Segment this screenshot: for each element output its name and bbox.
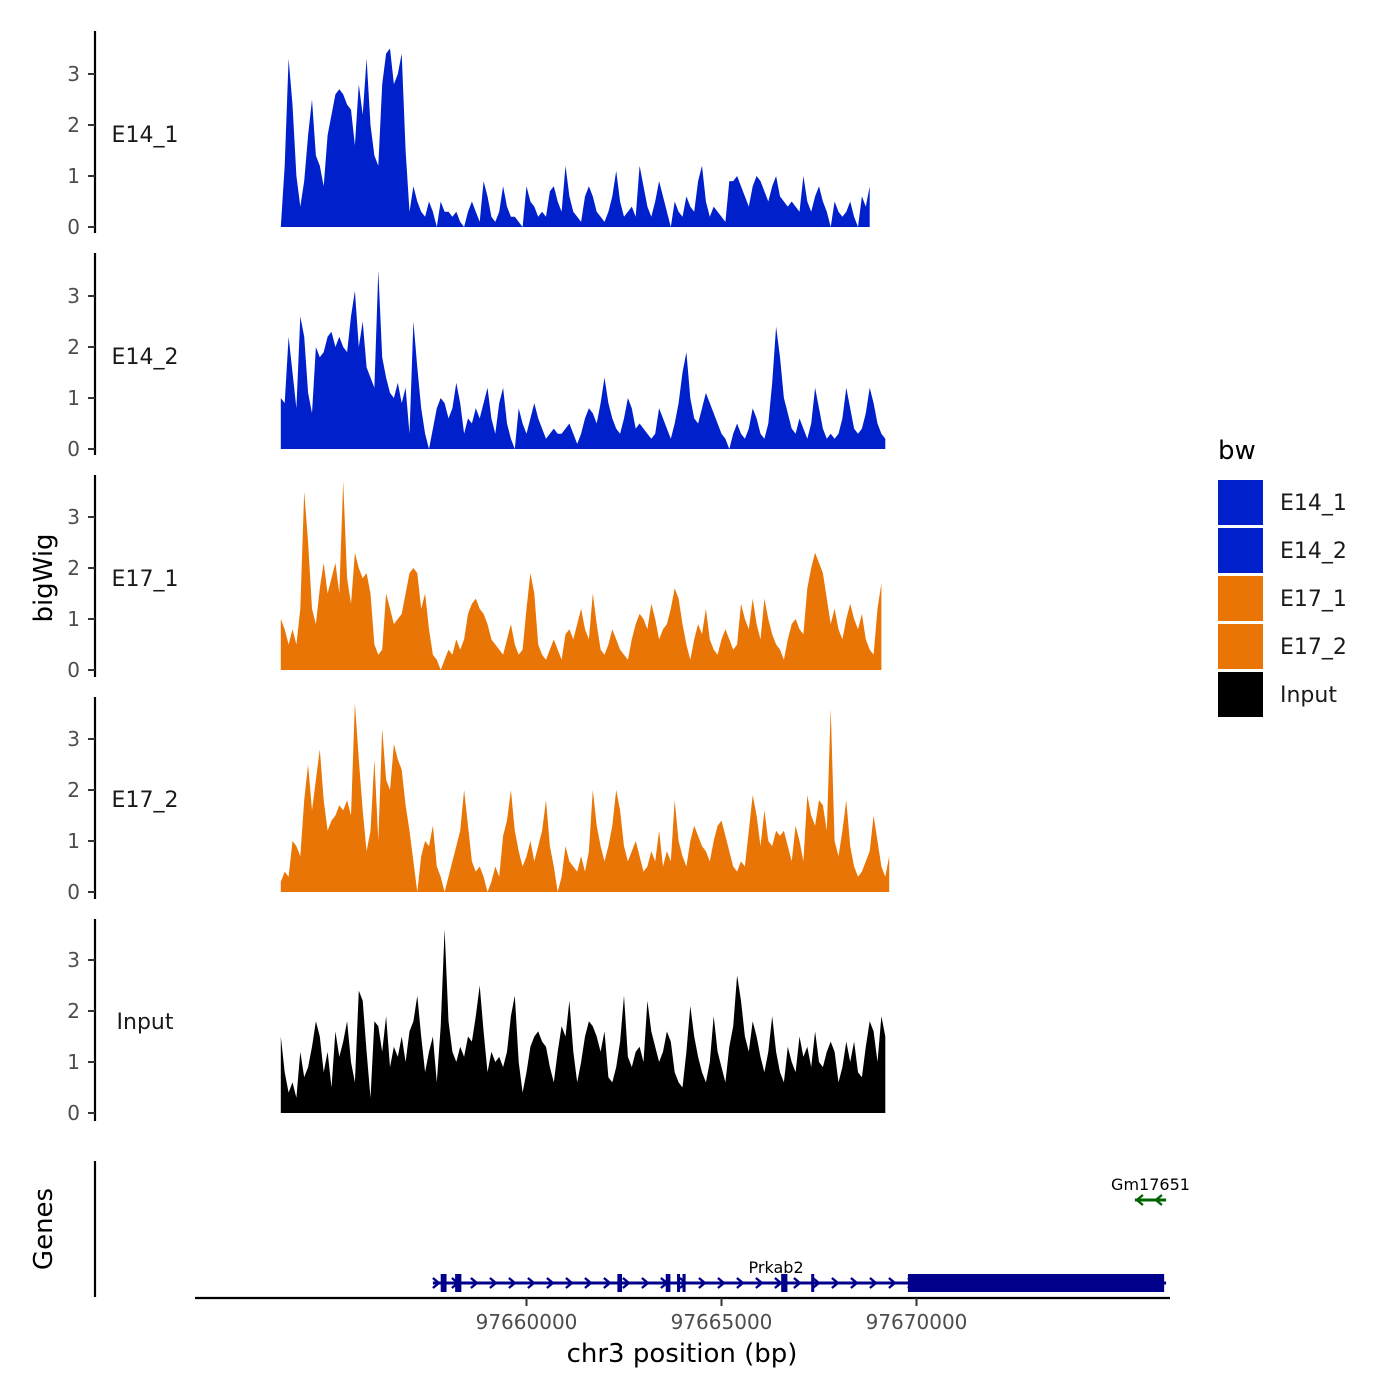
legend-swatch [1218,576,1263,621]
exon [617,1274,623,1292]
track-e17-2: 0 1 2 3 E17_2 [67,697,890,904]
strand-arrow [641,1277,650,1289]
legend-swatch [1218,480,1263,525]
coverage-area [280,929,886,1113]
y-tick-label: 1 [67,607,80,631]
coverage-area [280,703,890,892]
track-e17-1: 0 1 2 3 E17_1 [67,475,882,682]
strand-arrow [888,1277,897,1289]
exon [907,1274,1165,1292]
legend-label: Input [1280,683,1337,708]
legend-label: E14_2 [1280,539,1347,564]
legend-swatch [1218,624,1263,669]
genes-panel: Prkab2 Gm17651 [93,1161,1190,1300]
x-tick-label: 97665000 [671,1310,773,1334]
strand-arrow [527,1277,536,1289]
y-tick-label: 3 [67,505,80,529]
strand-arrow [546,1277,555,1289]
track-label: E14_2 [112,345,179,370]
track-label: E14_1 [112,123,179,148]
gene-label: Prkab2 [749,1258,804,1277]
strand-arrow [736,1277,745,1289]
y-tick-label: 0 [67,437,80,461]
y-tick-label: 0 [67,1101,80,1125]
legend-swatch [1218,672,1263,717]
y-tick-label: 2 [67,556,80,580]
track-input: 0 1 2 3 Input [67,919,886,1125]
exon [811,1274,815,1292]
track-label: Input [117,1010,174,1035]
y-tick-label: 0 [67,658,80,682]
legend-label: E14_1 [1280,491,1347,516]
strand-arrow [470,1277,479,1289]
gene-label: Gm17651 [1111,1175,1190,1194]
strand-arrow [603,1277,612,1289]
strand-arrow [432,1277,441,1289]
genes-axis-title: Genes [29,1188,59,1270]
x-tick-label: 97670000 [866,1310,968,1334]
strand-arrow [774,1277,783,1289]
exon [677,1274,681,1292]
y-tick-label: 2 [67,335,80,359]
y-tick-label: 2 [67,778,80,802]
strand-arrow [812,1277,821,1289]
strand-arrow [508,1277,517,1289]
exon [682,1274,686,1292]
strand-arrow [717,1277,726,1289]
legend-label: E17_1 [1280,587,1347,612]
coverage-area [280,481,882,670]
track-label: E17_2 [112,788,179,813]
x-axis: 97660000 97665000 97670000 [476,1298,968,1334]
strand-arrow [698,1277,707,1289]
y-tick-label: 3 [67,727,80,751]
strand-arrow [755,1277,764,1289]
track-label: E17_1 [112,567,179,592]
x-tick-label: 97660000 [476,1310,578,1334]
coverage-area [280,48,870,227]
y-tick-label: 3 [67,62,80,86]
y-axis-title: bigWig [29,533,59,622]
exon [440,1274,447,1292]
strand-arrow [489,1277,498,1289]
y-tick-label: 0 [67,880,80,904]
y-tick-label: 3 [67,284,80,308]
y-tick-label: 0 [67,215,80,239]
strand-arrow [565,1277,574,1289]
y-tick-label: 3 [67,948,80,972]
coverage-tracks: 0 1 2 3 E14_1 0 1 2 3 E14_2 0 1 2 3 E17_1 0 1 2 3 E17_2 0 1 2 3… [67,31,890,1125]
legend-title: bw [1218,436,1256,466]
exon [455,1274,462,1292]
legend-swatch [1218,528,1263,573]
legend-label: E17_2 [1280,635,1347,660]
exon [781,1274,788,1292]
strand-arrow [679,1277,688,1289]
y-tick-label: 1 [67,829,80,853]
strand-arrow [793,1277,802,1289]
x-axis-title: chr3 position (bp) [567,1339,798,1369]
strand-arrow [584,1277,593,1289]
exon [665,1274,671,1292]
coverage-area [280,270,886,449]
gene-gm17651: Gm17651 [1111,1175,1190,1206]
track-e14-2: 0 1 2 3 E14_2 [67,253,886,461]
y-tick-label: 1 [67,386,80,410]
gene-prkab2: Prkab2 [432,1258,1167,1292]
strand-arrow [622,1277,631,1289]
y-tick-label: 1 [67,1050,80,1074]
y-tick-label: 2 [67,113,80,137]
strand-arrow [1135,1194,1144,1206]
strand-arrow [831,1277,840,1289]
strand-arrow [1154,1194,1163,1206]
y-tick-label: 1 [67,164,80,188]
strand-arrow [869,1277,878,1289]
track-e14-1: 0 1 2 3 E14_1 [67,31,870,239]
y-tick-label: 2 [67,999,80,1023]
strand-arrow [850,1277,859,1289]
legend: bw E14_1 E14_2 E17_1 E17_2 Input [1218,436,1347,717]
